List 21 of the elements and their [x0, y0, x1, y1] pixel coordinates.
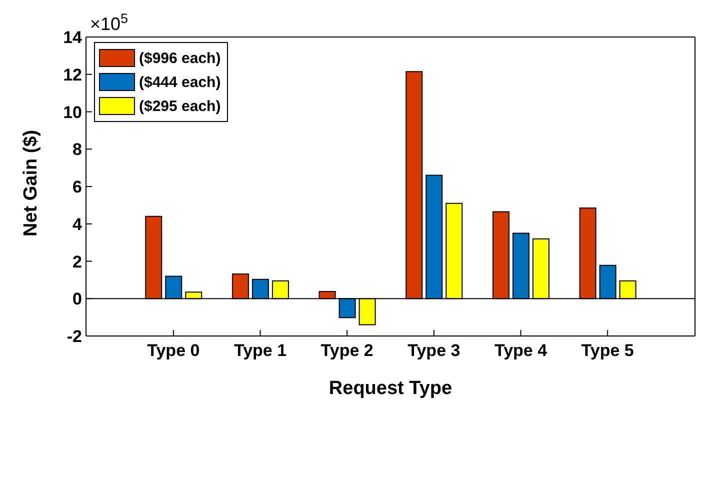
x-tick-label: Type 1	[234, 341, 287, 360]
y-tick-label: 14	[63, 28, 83, 48]
text: ×10$^{5}$	[90, 10, 128, 34]
x-tick-label: Type 5	[581, 341, 634, 360]
legend-label: ($444 each)	[139, 74, 221, 90]
y-tick-label: -2	[66, 327, 82, 346]
y-tick-label: 10	[63, 102, 82, 122]
y-tick-label: 8	[72, 140, 82, 160]
legend-label: ($996 each)	[139, 50, 221, 66]
y-axis-title: Net Gain ($)	[20, 130, 42, 236]
y-tick-label: 12	[63, 65, 82, 84]
x-axis-title: Request Type	[328, 378, 452, 399]
legend-label: ($295 each)	[139, 98, 221, 114]
y-tick-label: 0	[72, 290, 82, 309]
y-tick-label: 2	[72, 252, 82, 272]
y-tick-label: 6	[72, 178, 82, 197]
x-tick-label: Type 2	[320, 341, 374, 360]
x-tick-label: Type 0	[147, 341, 200, 360]
x-tick-label: Type 4	[494, 341, 548, 360]
y-tick-label: 4	[72, 214, 83, 234]
x-tick-label: Type 3	[408, 341, 460, 360]
